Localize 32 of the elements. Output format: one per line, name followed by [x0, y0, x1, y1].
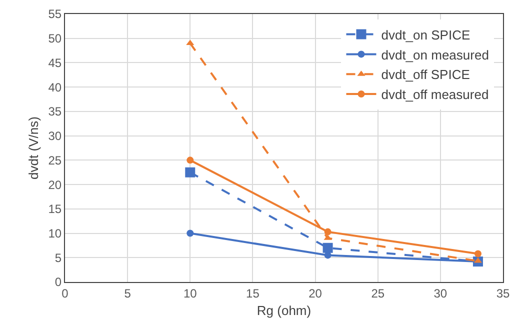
x-tick-label: 10 [183, 286, 198, 300]
y-tick-label: 40 [48, 80, 62, 94]
y-tick-label: 45 [48, 56, 62, 70]
legend-label: dvdt_on measured [381, 47, 489, 62]
y-tick-label: 10 [48, 226, 62, 240]
x-tick-label: 35 [496, 286, 510, 300]
y-tick-label: 50 [48, 32, 62, 46]
point [185, 167, 196, 178]
legend-label: dvdt_on SPICE [381, 27, 470, 42]
x-axis-title: Rg (ohm) [256, 303, 312, 318]
point [186, 156, 194, 164]
y-tick-label: 30 [48, 129, 62, 144]
point [324, 252, 332, 259]
x-tick-label: 5 [124, 286, 132, 300]
y-tick-label: 35 [48, 104, 62, 119]
y-tick-label: 25 [48, 153, 62, 168]
y-tick-label: 20 [48, 178, 62, 192]
y-tick-label: 0 [54, 275, 62, 290]
x-tick-label: 30 [434, 286, 448, 300]
x-tick-label: 25 [371, 286, 385, 300]
y-axis-title: dvdt (V/ns) [26, 116, 42, 180]
y-tick-label: 15 [48, 202, 62, 216]
point [324, 228, 332, 236]
legend-label: dvdt_off measured [381, 87, 489, 102]
point [186, 230, 194, 237]
point [474, 250, 482, 258]
y-tick-label: 5 [54, 250, 62, 265]
x-tick-label: 20 [308, 286, 322, 300]
legend-label: dvdt_off SPICE [381, 67, 470, 82]
x-tick-label: 15 [246, 286, 260, 300]
point [322, 242, 333, 253]
y-tick-label: 55 [48, 7, 62, 22]
